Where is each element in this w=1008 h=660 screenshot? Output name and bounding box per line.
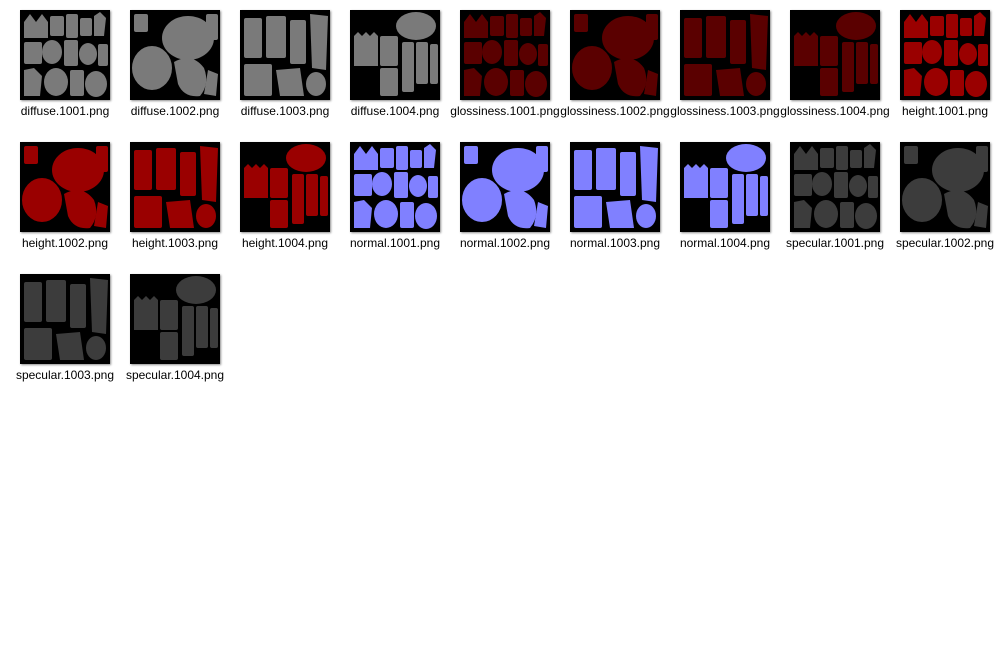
file-item[interactable]: normal.1002.png [450, 142, 560, 274]
file-thumbnail[interactable] [680, 142, 770, 232]
texture-preview-image [24, 278, 108, 360]
texture-preview-image [24, 12, 108, 97]
file-thumbnail[interactable] [130, 142, 220, 232]
texture-preview-image [574, 146, 658, 228]
file-item[interactable]: height.1004.png [230, 142, 340, 274]
file-name-label: normal.1002.png [459, 236, 551, 250]
texture-preview-image [244, 14, 328, 96]
file-thumbnail[interactable] [20, 142, 110, 232]
file-name-label: height.1002.png [21, 236, 109, 250]
file-thumbnail[interactable] [240, 142, 330, 232]
texture-preview-image [354, 12, 438, 96]
file-item[interactable]: normal.1003.png [560, 142, 670, 274]
file-name-label: height.1001.png [901, 104, 989, 118]
texture-preview-image [684, 14, 768, 96]
file-name-label: diffuse.1004.png [350, 104, 440, 118]
file-thumbnail[interactable] [240, 10, 330, 100]
file-name-label: glossiness.1003.png [670, 104, 780, 118]
texture-preview-image [134, 276, 218, 360]
file-thumbnail[interactable] [790, 142, 880, 232]
file-item[interactable]: specular.1003.png [10, 274, 120, 406]
file-thumbnail[interactable] [900, 10, 990, 100]
file-item[interactable]: height.1002.png [10, 142, 120, 274]
file-item[interactable]: height.1003.png [120, 142, 230, 274]
file-item[interactable]: diffuse.1001.png [10, 10, 120, 142]
texture-preview-image [572, 14, 658, 97]
file-item[interactable]: normal.1004.png [670, 142, 780, 274]
file-name-label: normal.1001.png [349, 236, 441, 250]
file-item[interactable]: glossiness.1002.png [560, 10, 670, 142]
texture-preview-image [134, 146, 218, 228]
texture-preview-image [794, 12, 878, 96]
file-item[interactable]: normal.1001.png [340, 142, 450, 274]
file-name-label: glossiness.1004.png [780, 104, 890, 118]
file-thumbnail[interactable] [20, 274, 110, 364]
file-name-label: diffuse.1003.png [240, 104, 330, 118]
texture-preview-image [904, 12, 988, 97]
texture-preview-image [684, 144, 768, 228]
texture-preview-image [244, 144, 328, 228]
file-name-label: normal.1004.png [679, 236, 771, 250]
file-name-label: specular.1001.png [785, 236, 885, 250]
texture-preview-image [22, 146, 108, 229]
file-thumbnail[interactable] [570, 10, 660, 100]
file-name-label: height.1004.png [241, 236, 329, 250]
texture-preview-image [902, 146, 988, 229]
texture-preview-image [354, 144, 438, 229]
file-item[interactable]: glossiness.1001.png [450, 10, 560, 142]
file-item[interactable]: diffuse.1002.png [120, 10, 230, 142]
file-item[interactable]: diffuse.1003.png [230, 10, 340, 142]
file-thumbnail[interactable] [900, 142, 990, 232]
file-thumbnail[interactable] [130, 274, 220, 364]
file-thumbnail[interactable] [350, 142, 440, 232]
file-thumbnail[interactable] [460, 10, 550, 100]
texture-preview-image [462, 146, 548, 229]
file-thumbnail[interactable] [680, 10, 770, 100]
file-item[interactable]: height.1001.png [890, 10, 1000, 142]
file-name-label: specular.1003.png [15, 368, 115, 382]
file-thumbnail[interactable] [790, 10, 880, 100]
file-item[interactable]: diffuse.1004.png [340, 10, 450, 142]
file-thumbnail[interactable] [130, 10, 220, 100]
file-item[interactable]: specular.1001.png [780, 142, 890, 274]
file-name-label: normal.1003.png [569, 236, 661, 250]
file-name-label: specular.1002.png [895, 236, 995, 250]
texture-preview-image [464, 12, 548, 97]
texture-preview-image [132, 14, 218, 97]
file-item[interactable]: specular.1004.png [120, 274, 230, 406]
file-item[interactable]: glossiness.1003.png [670, 10, 780, 142]
file-thumbnail[interactable] [350, 10, 440, 100]
file-item[interactable]: specular.1002.png [890, 142, 1000, 274]
file-name-label: diffuse.1001.png [20, 104, 110, 118]
file-name-label: glossiness.1002.png [560, 104, 670, 118]
file-thumbnail[interactable] [570, 142, 660, 232]
file-name-label: diffuse.1002.png [130, 104, 220, 118]
file-name-label: specular.1004.png [125, 368, 225, 382]
file-thumbnail[interactable] [460, 142, 550, 232]
file-name-label: glossiness.1001.png [450, 104, 560, 118]
texture-preview-image [794, 144, 878, 229]
file-thumbnail[interactable] [20, 10, 110, 100]
file-name-label: height.1003.png [131, 236, 219, 250]
file-item[interactable]: glossiness.1004.png [780, 10, 890, 142]
